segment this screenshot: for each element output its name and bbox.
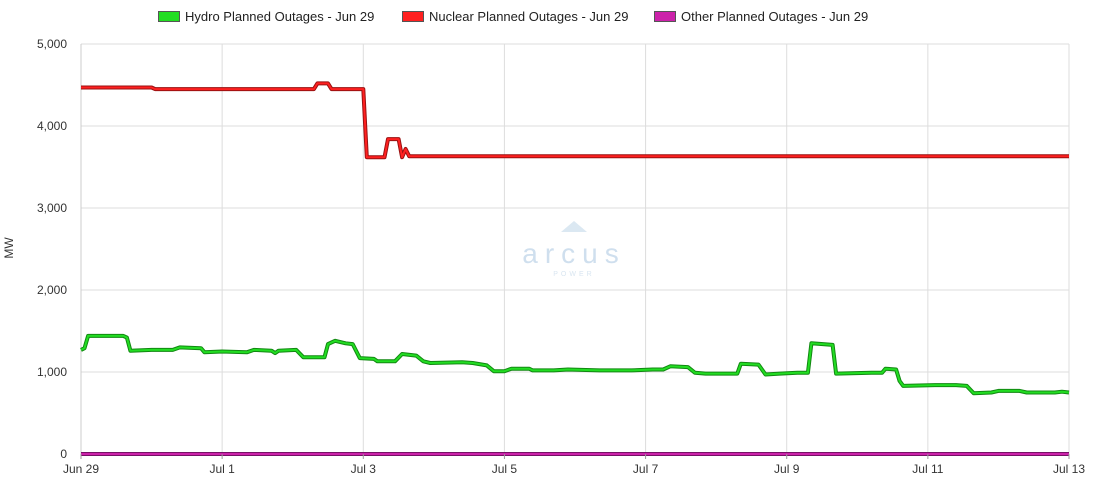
legend: Hydro Planned Outages - Jun 29 Nuclear P…: [0, 7, 1100, 27]
legend-item-other[interactable]: Other Planned Outages - Jun 29: [654, 7, 868, 25]
series-line-outline-1: [81, 81, 1069, 160]
legend-item-nuclear[interactable]: Nuclear Planned Outages - Jun 29: [402, 7, 628, 25]
legend-swatch-other: [654, 10, 676, 22]
x-tick-label: Jun 29: [63, 462, 99, 476]
legend-swatch-nuclear: [402, 10, 424, 22]
series-lines: [80, 81, 1070, 456]
y-tick-label: 4,000: [37, 119, 67, 133]
x-tick-label: Jul 7: [633, 462, 659, 476]
y-tick-label: 1,000: [37, 365, 67, 379]
y-tick-label: 5,000: [37, 37, 67, 51]
legend-label-nuclear: Nuclear Planned Outages - Jun 29: [429, 8, 629, 24]
watermark: arcus POWER: [522, 221, 625, 278]
y-tick-label: 3,000: [37, 201, 67, 215]
series-line-1[interactable]: [81, 82, 1069, 159]
y-axis-title: MW: [2, 237, 16, 259]
y-axis-ticks: 0 1,000 2,000 3,000 4,000 5,000: [37, 37, 67, 461]
x-tick-label: Jul 9: [774, 462, 800, 476]
watermark-text: arcus: [522, 238, 625, 269]
legend-item-hydro[interactable]: Hydro Planned Outages - Jun 29: [158, 7, 374, 25]
x-tick-label: Jul 3: [351, 462, 377, 476]
x-tick-label: Jul 13: [1053, 462, 1085, 476]
x-tick-label: Jul 11: [912, 462, 943, 476]
series-line-0[interactable]: [80, 334, 1070, 395]
x-tick-label: Jul 1: [209, 462, 235, 476]
watermark-subtext: POWER: [553, 271, 594, 278]
y-tick-label: 0: [60, 447, 67, 461]
y-tick-label: 2,000: [37, 283, 67, 297]
legend-swatch-hydro: [158, 10, 180, 22]
x-tick-label: Jul 5: [492, 462, 518, 476]
x-axis-ticks: Jun 29 Jul 1 Jul 3 Jul 5 Jul 7 Jul 9 Jul 11 Jul…: [63, 454, 1085, 476]
legend-label-other: Other Planned Outages - Jun 29: [681, 8, 869, 24]
legend-label-hydro: Hydro Planned Outages - Jun 29: [185, 8, 375, 24]
watermark-logo-mark: [561, 221, 587, 232]
